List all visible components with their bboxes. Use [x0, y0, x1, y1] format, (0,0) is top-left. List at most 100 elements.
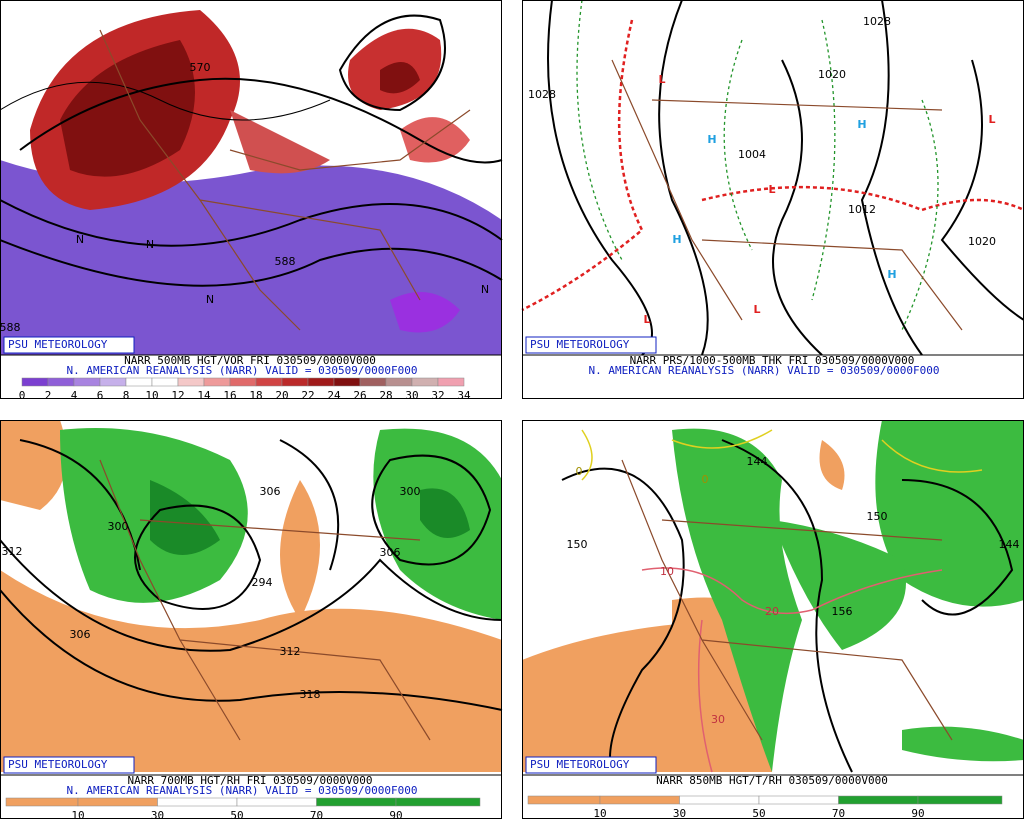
brand: PSU METEOROLOGY [530, 758, 630, 771]
colorbar-segment [229, 377, 257, 387]
caption: N. AMERICAN REANALYSIS (NARR) VALID = 03… [589, 364, 940, 377]
map-700mb [0, 420, 503, 772]
map-label: 150 [867, 510, 888, 523]
colorbar-segment [157, 797, 238, 807]
caption: N. AMERICAN REANALYSIS (NARR) VALID = 03… [67, 784, 418, 797]
map-850mb [522, 420, 1024, 773]
colorbar-label: 12 [171, 389, 184, 402]
brand-box [3, 336, 135, 354]
colorbar-label: 50 [230, 809, 243, 819]
colorbar-segment [255, 377, 283, 387]
colorbar-segment [99, 377, 127, 387]
map-label: L [768, 183, 775, 196]
colorbar-label: 34 [457, 389, 471, 402]
panel: 1028 1020 1004 1012 1020 1028 H H H H L L L L L PSU MET… [522, 0, 1024, 399]
map-label: H [707, 133, 716, 146]
map-label: 306 [70, 628, 91, 641]
colorbar-label: 10 [145, 389, 158, 402]
colorbar-segment [203, 377, 231, 387]
brand: PSU METEOROLOGY [530, 338, 630, 351]
map-thickness [521, 0, 1024, 356]
map-label: 1012 [848, 203, 876, 216]
map-label: L [753, 303, 760, 316]
map-label: 1020 [818, 68, 846, 81]
map-label: 570 [190, 61, 211, 74]
colorbar-segment [151, 377, 179, 387]
colorbar-segment [527, 795, 601, 805]
map-label: 1004 [738, 148, 766, 161]
map-label: 300 [400, 485, 421, 498]
caption: NARR 700MB HGT/RH FRI 030509/0000V000 [127, 774, 372, 787]
brand: PSU METEOROLOGY [8, 758, 108, 771]
map-label: 1028 [528, 88, 556, 101]
colorbar-label: 2 [45, 389, 52, 402]
colorbar-label: 70 [832, 807, 845, 819]
brand: PSU METEOROLOGY [8, 338, 108, 351]
brand-box [3, 756, 135, 774]
map-label: 144 [999, 538, 1020, 551]
map-label: L [988, 113, 995, 126]
colorbar-segment [599, 795, 680, 805]
brand-box [525, 336, 657, 354]
colorbar-segment [47, 377, 75, 387]
caption: NARR PRS/1000-500MB THK FRI 030509/0000V… [630, 354, 915, 367]
panel-border [0, 0, 502, 399]
colorbar-label: 28 [379, 389, 392, 402]
brand-box [525, 756, 657, 774]
panel: 300 306 312 294 300 306 312 318 306 PSU METEOROLO… [0, 420, 502, 819]
colorbar-label: 14 [197, 389, 211, 402]
map-label: H [672, 233, 681, 246]
colorbar-segment [281, 377, 309, 387]
map-label: 1028 [863, 15, 891, 28]
colorbar-label: 4 [71, 389, 78, 402]
map-label: 588 [0, 321, 21, 334]
colorbar-segment [307, 377, 335, 387]
map-label: 318 [300, 688, 321, 701]
colorbar-label: 24 [327, 389, 341, 402]
colorbar-label: 20 [275, 389, 288, 402]
map-label: H [857, 118, 866, 131]
colorbar-segment [316, 797, 397, 807]
map-label: 10 [660, 565, 674, 578]
caption: N. AMERICAN REANALYSIS (NARR) VALID = 03… [67, 364, 418, 377]
colorbar-label: 6 [97, 389, 104, 402]
map-label: 306 [260, 485, 281, 498]
colorbar-segment [395, 797, 481, 807]
colorbar-segment [5, 797, 79, 807]
colorbar-label: 10 [71, 809, 84, 819]
colorbar-label: 30 [405, 389, 418, 402]
colorbar-label: 10 [593, 807, 606, 819]
colorbar-segment [77, 797, 158, 807]
map-label: 294 [252, 576, 273, 589]
map-label: 312 [280, 645, 301, 658]
colorbar-label: 16 [223, 389, 236, 402]
map-label: 150 [567, 538, 588, 551]
colorbar-label: 30 [673, 807, 686, 819]
colorbar-segment [838, 795, 919, 805]
map-500mb [0, 0, 503, 355]
map-label: H [887, 268, 896, 281]
colorbar-label: 8 [123, 389, 130, 402]
colorbar-segment [333, 377, 361, 387]
map-label: 156 [832, 605, 853, 618]
map-label: 300 [108, 520, 129, 533]
colorbar-label: 30 [151, 809, 164, 819]
map-label: 0 [576, 465, 583, 478]
colorbar-label: 50 [752, 807, 765, 819]
caption: NARR 500MB HGT/VOR FRI 030509/0000V000 [124, 354, 376, 367]
map-label: N [146, 238, 154, 251]
colorbar-segment [236, 797, 317, 807]
map-label: 1020 [968, 235, 996, 248]
colorbar-label: 18 [249, 389, 262, 402]
colorbar-segment [385, 377, 413, 387]
map-label: L [643, 313, 650, 326]
caption: NARR 850MB HGT/T/RH 030509/0000V000 [656, 774, 888, 787]
colorbar-segment [411, 377, 439, 387]
colorbar-label: 90 [389, 809, 402, 819]
colorbar-segment [73, 377, 101, 387]
colorbar-label: 70 [310, 809, 323, 819]
map-label: N [76, 233, 84, 246]
colorbar-segment [21, 377, 49, 387]
